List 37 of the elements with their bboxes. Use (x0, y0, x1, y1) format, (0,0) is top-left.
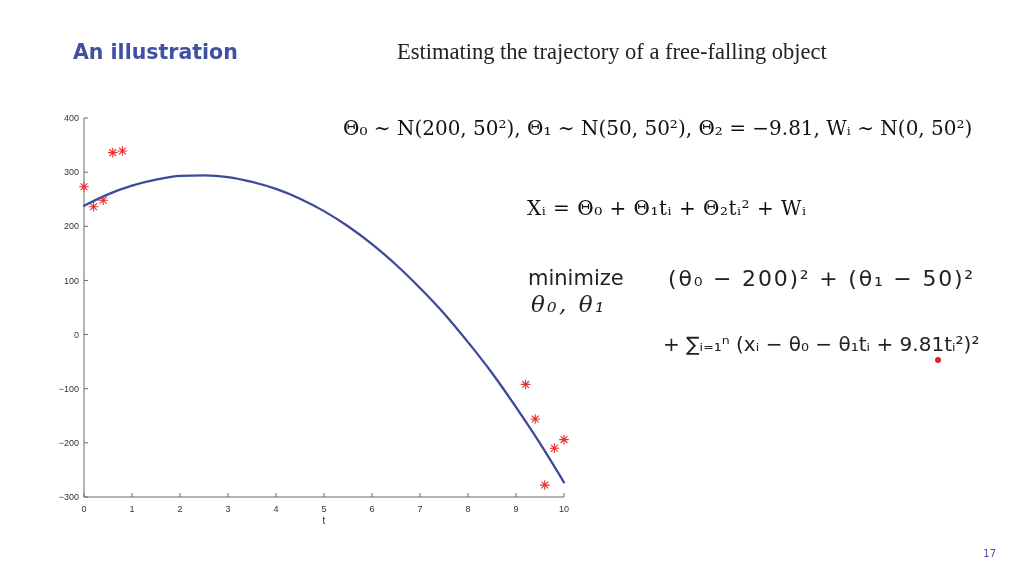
x-tick-label: 9 (513, 504, 519, 515)
x-tick-label: 2 (177, 504, 183, 515)
text: (θ₀ − 200)² + (θ₁ − 50)² (668, 266, 975, 291)
x-tick-label: 6 (369, 504, 375, 515)
point (78, 181, 90, 193)
x-tick-label: 1 (129, 504, 135, 515)
x-tick-label: 10 (558, 504, 570, 515)
x-tick-label: 8 (465, 504, 471, 515)
y-tick-label: −100 (58, 383, 79, 394)
point (97, 194, 109, 206)
annotation: minimize (528, 266, 624, 290)
y-tick-label: −200 (58, 438, 79, 449)
y-tick-label: 100 (63, 275, 79, 286)
text: + ∑ᵢ₌₁ⁿ (xᵢ − θ₀ − θ₁tᵢ + 9.81tᵢ²)² (663, 332, 980, 356)
point (520, 379, 531, 390)
y-tick-label: −300 (58, 492, 79, 503)
point (88, 201, 99, 213)
y-tick-label: 300 (63, 167, 79, 178)
point (558, 434, 570, 445)
x-tick-label: 4 (273, 504, 279, 515)
point (539, 479, 551, 491)
text: 17 (983, 548, 996, 559)
x-tick-label: 0 (81, 504, 87, 515)
x-tick-label: 7 (417, 504, 423, 515)
y-tick-label: 0 (73, 329, 79, 340)
x-axis-title: t (322, 515, 326, 526)
point (549, 442, 560, 454)
y-tick-label: 400 (63, 113, 79, 124)
x-tick-label: 3 (225, 504, 231, 515)
x-tick-label: 5 (321, 504, 327, 515)
point (529, 413, 541, 425)
annotation: Θ₀ ∼ N(200, 50²), Θ₁ ∼ N(50, 50²), Θ₂ = −9.81, Wᵢ ∼ N(0, 50²) (343, 116, 973, 140)
chart-title: An illustration (73, 40, 238, 64)
y-tick-label: 200 (63, 221, 79, 232)
annotation: Xᵢ = Θ₀ + Θ₁tᵢ + Θ₂tᵢ² + Wᵢ (527, 196, 807, 220)
annotation: θ₀, θ₁ (531, 291, 607, 317)
text: Estimating the trajectory of a free-falling object (397, 39, 828, 64)
